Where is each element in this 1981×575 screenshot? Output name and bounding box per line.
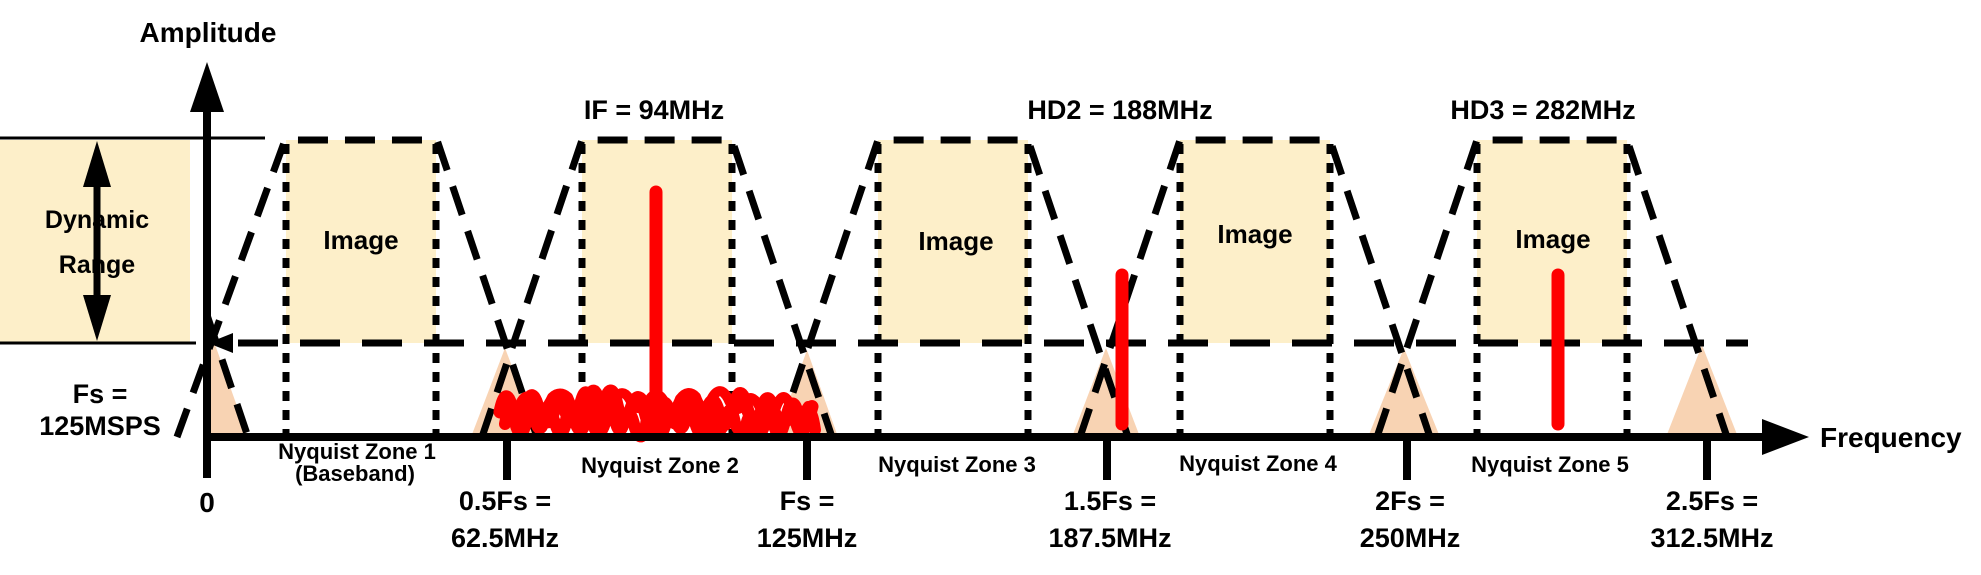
tick-label-250-line2: 250MHz	[1360, 523, 1461, 553]
alias-triangle-312-5mhz	[1666, 345, 1738, 437]
tick-label-62-5-line1: 0.5Fs =	[459, 486, 551, 516]
frequency-axis-label: Frequency	[1820, 422, 1962, 453]
zone-sublabel-1: (Baseband)	[295, 461, 415, 486]
image-label-zone5: Image	[1515, 224, 1590, 254]
sample-rate-label-line1: Fs =	[73, 379, 128, 409]
band-fills	[0, 140, 1627, 343]
peak-label-if: IF = 94MHz	[584, 95, 724, 125]
tick-label-187-5-line2: 187.5MHz	[1048, 523, 1171, 553]
y-axis-arrowhead-icon	[190, 62, 224, 112]
trapezoid-zone2	[478, 136, 836, 439]
dynamic-range-arrow-up-icon	[83, 141, 111, 187]
zone-label-5: Nyquist Zone 5	[1471, 452, 1629, 477]
trapezoid-zone1	[173, 136, 541, 439]
image-band-zone1	[286, 140, 436, 343]
peak-label-hd2: HD2 = 188MHz	[1027, 95, 1212, 125]
noise-floor-level	[208, 333, 1748, 353]
zone-label-2: Nyquist Zone 2	[581, 453, 739, 478]
tick-label-312-5-line2: 312.5MHz	[1650, 523, 1773, 553]
dynamic-range-label-line2: Range	[59, 251, 136, 279]
noise-scribble-stroke	[515, 384, 813, 419]
tick-label-125-line2: 125MHz	[757, 523, 858, 553]
dynamic-range-indicator: Dynamic Range	[0, 136, 265, 345]
image-band-zone3	[878, 140, 1028, 343]
zone-label-3: Nyquist Zone 3	[878, 452, 1036, 477]
tick-label-125-line1: Fs =	[780, 486, 835, 516]
freq-ticks	[503, 437, 1711, 480]
noise-floor-left-arrow-icon	[208, 333, 233, 353]
origin-label: 0	[199, 487, 215, 518]
trapezoid-zone3	[774, 136, 1132, 439]
image-label-zone4: Image	[1217, 219, 1292, 249]
dynamic-range-label-line1: Dynamic	[45, 206, 149, 234]
peak-label-hd3: HD3 = 282MHz	[1450, 95, 1635, 125]
zone-trapezoids	[173, 136, 1731, 439]
tick-label-187-5-line1: 1.5Fs =	[1064, 486, 1156, 516]
image-label-zone1: Image	[323, 225, 398, 255]
image-band-zone4	[1180, 140, 1330, 343]
trapezoid-zone4	[1076, 136, 1434, 439]
sample-rate-label-line2: 125MSPS	[39, 411, 161, 441]
tick-label-62-5-line2: 62.5MHz	[451, 523, 559, 553]
zone-label-1: Nyquist Zone 1	[278, 439, 436, 464]
amplitude-axis-label: Amplitude	[140, 17, 277, 48]
x-axis-arrowhead-icon	[1762, 419, 1809, 455]
tick-label-250-line1: 2Fs =	[1375, 486, 1445, 516]
image-label-zone3: Image	[918, 226, 993, 256]
tick-label-312-5-line1: 2.5Fs =	[1666, 486, 1758, 516]
trapezoid-zone5	[1373, 136, 1731, 439]
dynamic-range-arrow-down-icon	[83, 295, 111, 341]
zone-label-4: Nyquist Zone 4	[1179, 451, 1337, 476]
axes	[190, 62, 1809, 480]
